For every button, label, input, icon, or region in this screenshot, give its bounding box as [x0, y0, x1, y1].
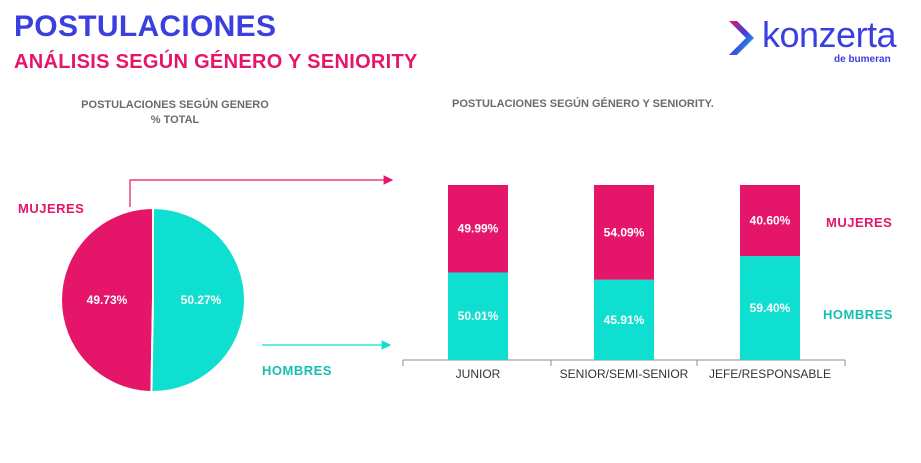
bar-label-hombres-2: 59.40% [750, 301, 791, 315]
bar-label-hombres-1: 45.91% [604, 313, 645, 327]
logo-wordmark: konzerta [762, 14, 897, 55]
bar-legend-hombres: HOMBRES [823, 307, 893, 322]
pie-chart-title-line1: POSTULACIONES SEGÚN GENERO [81, 99, 269, 111]
bar-label-mujeres-2: 40.60% [750, 214, 791, 228]
bar-hombres-0 [448, 272, 508, 360]
pie-label-mujeres: 49.73% [87, 293, 128, 307]
bar-hombres-1 [594, 279, 654, 360]
pie-legend-mujeres: MUJERES [18, 201, 85, 216]
bar-mujeres-2 [740, 185, 800, 257]
pie-label-hombres: 50.27% [181, 293, 222, 307]
bar-chart-title: POSTULACIONES SEGÚN GÉNERO Y SENIORITY. [452, 98, 714, 110]
x-tick-label-1: SENIOR/SEMI-SENIOR [560, 367, 689, 381]
pie-chart-title-line2: % TOTAL [150, 114, 200, 126]
bar-legend-mujeres: MUJERES [826, 215, 893, 230]
pie-chart-title: POSTULACIONES SEGÚN GENERO % TOTAL [40, 98, 310, 128]
bar-label-mujeres-0: 49.99% [458, 222, 499, 236]
arrow-mujeres [129, 175, 394, 207]
bar-hombres-2 [740, 256, 800, 360]
logo-tagline: de bumeran [834, 54, 891, 65]
page-title: POSTULACIONES [14, 10, 277, 43]
bar-label-hombres-0: 50.01% [458, 309, 499, 323]
bar-mujeres-0 [448, 185, 508, 273]
bar-mujeres-1 [594, 185, 654, 280]
page-subtitle: ANÁLISIS SEGÚN GÉNERO Y SENIORITY [14, 51, 418, 73]
pie-legend-hombres: HOMBRES [262, 363, 332, 378]
brand-logo: konzerta de bumeran [726, 12, 906, 67]
x-tick-label-0: JUNIOR [456, 367, 501, 381]
bar-label-mujeres-1: 54.09% [604, 225, 645, 239]
pie-slice-hombres [150, 206, 246, 393]
x-tick-label-2: JEFE/RESPONSABLE [709, 367, 831, 381]
pie-slice-mujeres [59, 206, 154, 394]
logo-chevron-icon [729, 21, 754, 55]
